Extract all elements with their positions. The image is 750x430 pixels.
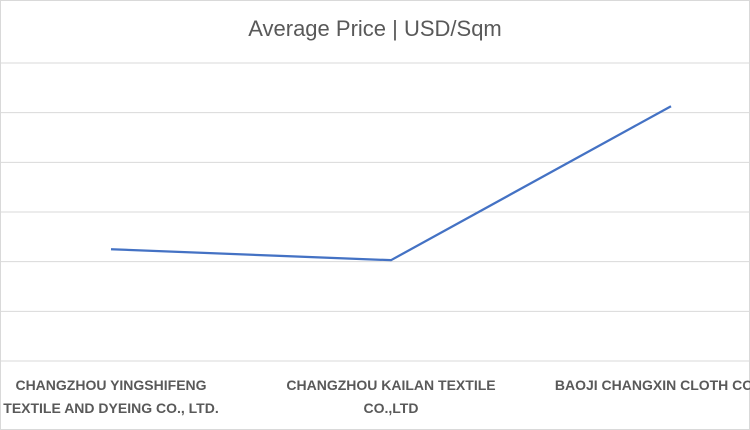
x-tick-label: CHANGZHOU KAILAN TEXTILE CO.,LTD [286, 377, 495, 416]
x-tick-label: BAOJI CHANGXIN CLOTH CO.,LTD [555, 377, 750, 393]
x-tick-label: CHANGZHOU YINGSHIFENG TEXTILE AND DYEING … [3, 377, 218, 416]
data-line [110, 105, 672, 262]
chart-title: Average Price | USD/Sqm [248, 16, 502, 41]
